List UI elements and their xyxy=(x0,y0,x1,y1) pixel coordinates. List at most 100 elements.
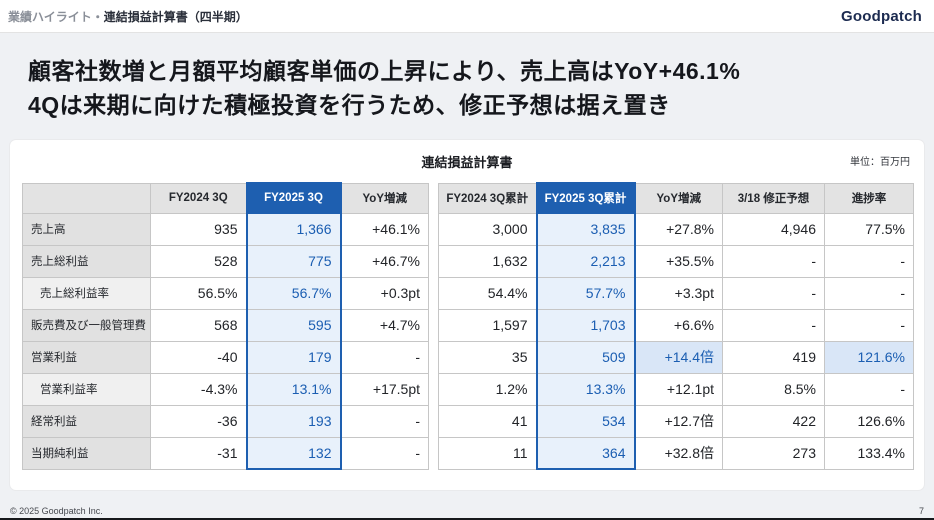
table-cell: 121.6% xyxy=(824,340,914,374)
column-header: 3/18 修正予想 xyxy=(722,182,825,214)
table-cell: 364 xyxy=(535,436,636,470)
table-cell: - xyxy=(340,340,429,374)
table-cell: 419 xyxy=(722,340,825,374)
table-cell: +35.5% xyxy=(634,244,723,278)
table-cell: +3.3pt xyxy=(634,276,723,310)
table-cell: 77.5% xyxy=(824,212,914,246)
table-cell: 13.3% xyxy=(535,372,636,406)
table-cell: 35 xyxy=(438,340,537,374)
table-cell: +27.8% xyxy=(634,212,723,246)
table-cell: 126.6% xyxy=(824,404,914,438)
top-bar: 業績ハイライト・連結損益計算書（四半期） Goodpatch xyxy=(0,0,934,33)
tables-area: FY2024 3Q FY2025 3Q YoY増減 売上高 935 1,366 +46.1%… xyxy=(22,182,914,470)
table-cell: -36 xyxy=(150,404,247,438)
table-cell: 13.1% xyxy=(245,372,342,406)
table-cell: 56.5% xyxy=(150,276,247,310)
row-label: 当期純利益 xyxy=(22,436,151,470)
table-cell: - xyxy=(824,372,914,406)
table-cell: 568 xyxy=(150,308,247,342)
table-row: 1,632 2,213 +35.5% - - xyxy=(438,244,914,278)
column-header: YoY増減 xyxy=(634,182,723,214)
table-row: 35 509 +14.4倍 419 121.6% xyxy=(438,340,914,374)
table-cell: 11 xyxy=(438,436,537,470)
column-header: FY2024 3Q xyxy=(150,182,247,214)
table-cell: +12.1pt xyxy=(634,372,723,406)
breadcrumb-separator: ・ xyxy=(91,9,104,24)
table-cell: 422 xyxy=(722,404,825,438)
table-cell: 41 xyxy=(438,404,537,438)
breadcrumb: 業績ハイライト・連結損益計算書（四半期） xyxy=(8,8,248,25)
table-cell: - xyxy=(340,436,429,470)
table-cell: 509 xyxy=(535,340,636,374)
row-label: 売上総利益率 xyxy=(22,276,151,310)
table-cell: +6.6% xyxy=(634,308,723,342)
table-cell: - xyxy=(824,276,914,310)
table-cell: 1.2% xyxy=(438,372,537,406)
table-cell: +4.7% xyxy=(340,308,429,342)
slide-footer: © 2025 Goodpatch Inc. 7 xyxy=(0,506,934,516)
table-cell: +0.3pt xyxy=(340,276,429,310)
table-cell: 528 xyxy=(150,244,247,278)
row-label: 販売費及び一般管理費 xyxy=(22,308,151,342)
quarterly-table: FY2024 3Q FY2025 3Q YoY増減 売上高 935 1,366 +46.1%… xyxy=(22,182,429,470)
table-cell: +12.7倍 xyxy=(634,404,723,438)
table-cell: -31 xyxy=(150,436,247,470)
table-cell: -4.3% xyxy=(150,372,247,406)
table-cell: 1,366 xyxy=(245,212,342,246)
table-cell: -40 xyxy=(150,340,247,374)
table-cell: - xyxy=(722,308,825,342)
table-cell: 1,597 xyxy=(438,308,537,342)
column-header: FY2025 3Q xyxy=(245,182,342,214)
table-row: 売上総利益 528 775 +46.7% xyxy=(22,244,429,278)
unit-note: 単位：百万円 xyxy=(850,157,910,168)
table-row: 販売費及び一般管理費 568 595 +4.7% xyxy=(22,308,429,342)
table-row: 41 534 +12.7倍 422 126.6% xyxy=(438,404,914,438)
table-cell: +14.4倍 xyxy=(634,340,723,374)
row-label: 売上総利益 xyxy=(22,244,151,278)
row-label: 営業利益率 xyxy=(22,372,151,406)
table-cell: 1,703 xyxy=(535,308,636,342)
cumulative-table: FY2024 3Q累計 FY2025 3Q累計 YoY増減 3/18 修正予想 進捗率 3… xyxy=(438,182,914,470)
headline-line-1: 顧客社数増と月額平均顧客単価の上昇により、売上高はYoY+46.1% xyxy=(28,58,741,84)
table-cell: 1,632 xyxy=(438,244,537,278)
table-row: 売上総利益率 56.5% 56.7% +0.3pt xyxy=(22,276,429,310)
column-header: FY2024 3Q累計 xyxy=(438,182,537,214)
table-cell: 54.4% xyxy=(438,276,537,310)
column-header: FY2025 3Q累計 xyxy=(535,182,636,214)
card-title: 連結損益計算書 xyxy=(421,155,513,170)
copyright: © 2025 Goodpatch Inc. xyxy=(10,506,103,516)
row-label-header xyxy=(22,182,151,214)
breadcrumb-section: 業績ハイライト xyxy=(8,9,92,24)
table-cell: 2,213 xyxy=(535,244,636,278)
table-cell: - xyxy=(824,244,914,278)
table-row: 経常利益 -36 193- xyxy=(22,404,429,438)
column-header: YoY増減 xyxy=(340,182,429,214)
table-row: 1,597 1,703 +6.6% - - xyxy=(438,308,914,342)
row-label: 営業利益 xyxy=(22,340,151,374)
table-row: 当期純利益 -31 132- xyxy=(22,436,429,470)
table-cell: 935 xyxy=(150,212,247,246)
table-cell: 8.5% xyxy=(722,372,825,406)
table-cell: - xyxy=(722,276,825,310)
table-row: 営業利益率 -4.3% 13.1% +17.5pt xyxy=(22,372,429,406)
table-cell: 775 xyxy=(245,244,342,278)
table-cell: - xyxy=(340,404,429,438)
table-row: 営業利益 -40 179- xyxy=(22,340,429,374)
table-cell: 595 xyxy=(245,308,342,342)
headline: 顧客社数増と月額平均顧客単価の上昇により、売上高はYoY+46.1% 4Qは来期… xyxy=(0,33,934,122)
table-cell: 534 xyxy=(535,404,636,438)
table-cell: 133.4% xyxy=(824,436,914,470)
row-label: 経常利益 xyxy=(22,404,151,438)
table-header-row: FY2024 3Q FY2025 3Q YoY増減 xyxy=(22,182,429,214)
table-cell: - xyxy=(722,244,825,278)
column-header: 進捗率 xyxy=(824,182,914,214)
bottom-edge-line xyxy=(0,518,934,520)
table-header-row: FY2024 3Q累計 FY2025 3Q累計 YoY増減 3/18 修正予想 進捗率 xyxy=(438,182,914,214)
income-statement-card: 連結損益計算書 単位：百万円 FY2024 3Q FY2025 3Q YoY増減 売上… xyxy=(10,140,924,490)
table-cell: - xyxy=(824,308,914,342)
table-cell: +46.1% xyxy=(340,212,429,246)
goodpatch-logo: Goodpatch xyxy=(841,7,922,25)
table-row: 54.4% 57.7% +3.3pt - - xyxy=(438,276,914,310)
table-row: 3,000 3,835 +27.8% 4,946 77.5% xyxy=(438,212,914,246)
